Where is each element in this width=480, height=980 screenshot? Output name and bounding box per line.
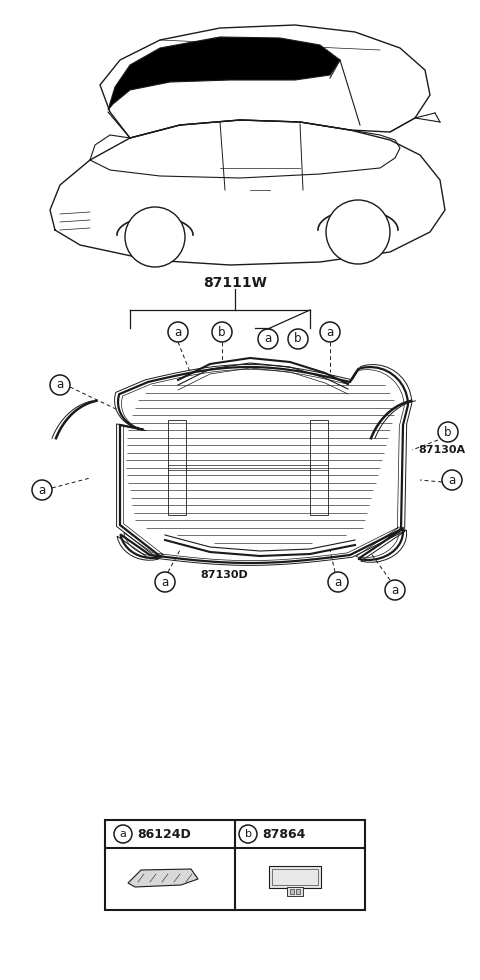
Text: a: a	[174, 325, 181, 338]
Circle shape	[349, 223, 367, 241]
Bar	[296, 889, 300, 894]
Polygon shape	[108, 37, 340, 110]
Bar	[269, 866, 321, 888]
Text: a: a	[391, 583, 398, 597]
Bar	[287, 887, 303, 896]
Text: b: b	[294, 332, 302, 346]
Circle shape	[147, 229, 163, 245]
Text: b: b	[444, 425, 452, 438]
Bar	[105, 820, 365, 910]
Bar	[168, 420, 186, 515]
Text: 87130D: 87130D	[200, 570, 248, 580]
Text: a: a	[335, 575, 342, 589]
Polygon shape	[128, 869, 198, 887]
Bar	[310, 420, 328, 515]
Text: a: a	[161, 575, 168, 589]
Text: 87111W: 87111W	[203, 276, 267, 290]
Circle shape	[125, 207, 185, 267]
Text: a: a	[264, 332, 272, 346]
Text: a: a	[38, 483, 46, 497]
Circle shape	[326, 200, 390, 264]
Text: b: b	[244, 829, 252, 839]
Text: a: a	[120, 829, 126, 839]
Text: 87864: 87864	[262, 827, 305, 841]
Text: a: a	[448, 473, 456, 486]
Text: 86124D: 86124D	[137, 827, 191, 841]
Bar	[290, 889, 294, 894]
Text: 87130A: 87130A	[418, 445, 465, 455]
Text: a: a	[56, 378, 64, 391]
Text: b: b	[218, 325, 226, 338]
Bar	[272, 869, 318, 885]
Text: a: a	[326, 325, 334, 338]
